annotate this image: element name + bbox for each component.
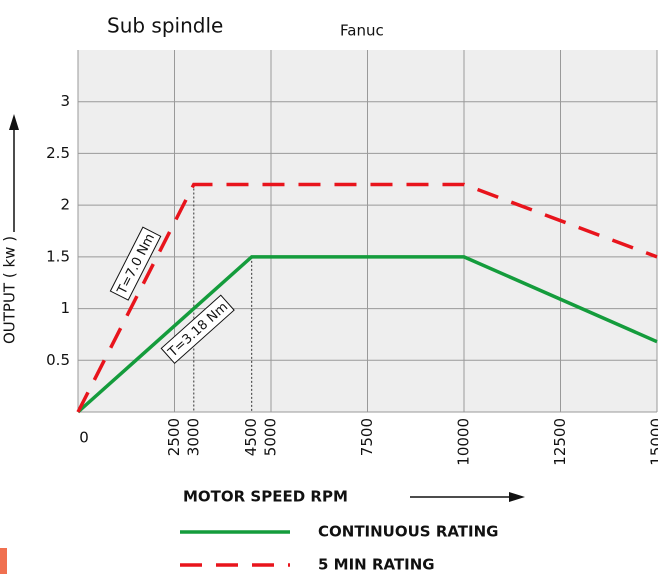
y-tick-label: 1.5 [46, 247, 70, 265]
y-axis-label: OUTPUT ( kw ) [1, 236, 19, 344]
series-line [76, 255, 658, 414]
x-tick-label: 2500 [165, 418, 183, 456]
chart-subtitle: Fanuc [340, 22, 384, 40]
annotation-box [109, 226, 162, 301]
y-tick-label: 2 [60, 196, 70, 214]
legend-label: CONTINUOUS RATING [318, 523, 499, 541]
decoration [0, 548, 7, 574]
x-tick-label: 3000 [184, 418, 202, 456]
x-tick-label: 15000 [648, 418, 658, 466]
series-line [76, 182, 658, 413]
annotation-box [160, 294, 235, 364]
x-tick-label: 4500 [242, 418, 260, 456]
x-tick-label: 12500 [551, 418, 569, 466]
y-arrow-head [9, 114, 19, 130]
x-tick-label: 0 [79, 429, 89, 447]
x-axis-label: MOTOR SPEED RPM [183, 488, 348, 506]
y-tick-label: 1 [60, 299, 70, 317]
y-tick-label: 0.5 [46, 351, 70, 369]
x-tick-label: 5000 [262, 418, 280, 456]
legend-label: 5 MIN RATING [318, 556, 435, 574]
x-tick-label: 10000 [455, 418, 473, 466]
y-tick-label: 3 [60, 92, 70, 110]
x-tick-label: 7500 [358, 418, 376, 456]
chart-title: Sub spindle [107, 14, 223, 38]
x-arrow-head [509, 492, 525, 502]
y-tick-label: 2.5 [46, 144, 70, 162]
